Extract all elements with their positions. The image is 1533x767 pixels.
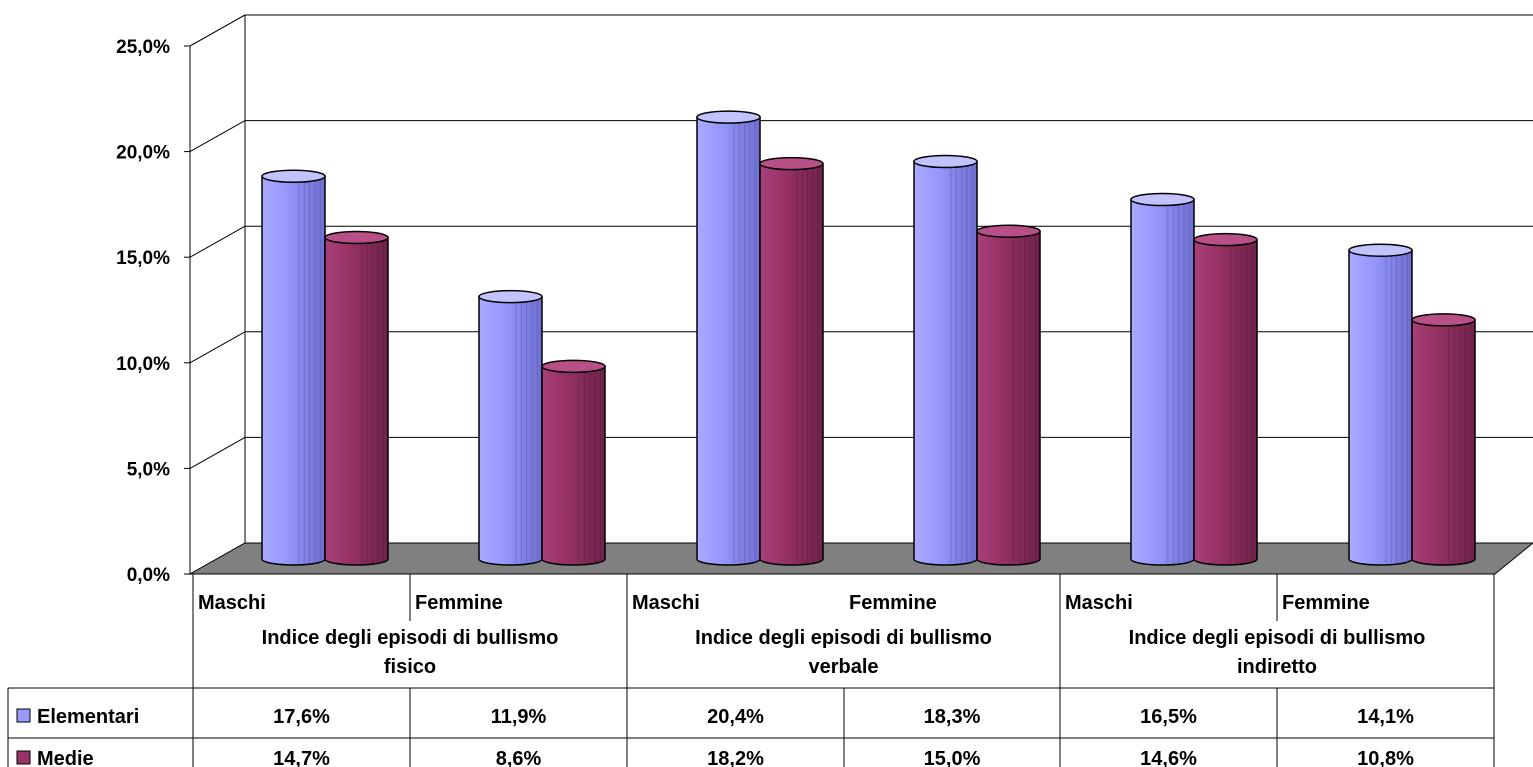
y-tick-label: 15,0% [116,248,170,269]
bar-medie-1 [541,359,606,566]
data-label: 11,9% [491,706,547,728]
y-tick-label: 20,0% [116,143,170,164]
bar-medie-4 [1193,232,1258,566]
data-label: 10,8% [1357,748,1414,767]
bar-medie-3 [976,224,1041,566]
data-table: Maschi Femmine Maschi Femmine Maschi Femmine I… [7,574,1495,767]
bar-elementari-0 [261,169,326,566]
x-tick-label: Femmine [849,592,937,614]
side-wall [189,14,246,575]
group-label: verbale [808,656,878,678]
bar-elementari-4 [1130,192,1195,566]
legend-label-elementari: Elementari [37,706,139,728]
bar-top [1193,232,1258,247]
data-label: 17,6% [273,706,330,728]
data-label: 18,3% [924,706,981,728]
bar-top [913,154,978,169]
bar-top [759,156,824,171]
bar-top [541,359,606,374]
gridline-side [189,436,246,469]
y-axis-ticks: 0,0% 5,0% 10,0% 15,0% 20,0% 25,0% [116,37,191,586]
legend-marker-medie [16,750,31,765]
data-label: 8,6% [496,748,542,767]
group-label: Indice degli episodi di bullismo [262,627,559,649]
group-label: Indice degli episodi di bullismo [1129,627,1426,649]
x-tick-label: Maschi [198,592,266,614]
bar-body [541,365,606,566]
y-tick-label: 25,0% [116,37,170,58]
bar-body [1130,198,1195,566]
bar-body [324,236,389,566]
bar-medie-5 [1411,313,1476,566]
bar-elementari-2 [696,110,761,566]
group-label: indiretto [1237,656,1317,678]
bar-body [1348,249,1413,566]
gridline-side [189,331,246,364]
bar-top [1130,192,1195,207]
bar-top [261,169,326,184]
x-tick-label: Femmine [415,592,503,614]
bar-body [696,116,761,566]
bar-body [976,230,1041,566]
bar-body [913,160,978,566]
bar-medie-0 [324,230,389,566]
data-label: 18,2% [707,748,764,767]
bar-top [1348,243,1413,257]
group-label: Indice degli episodi di bullismo [695,627,992,649]
data-label: 15,0% [924,748,981,767]
bar-top [696,110,761,124]
x-tick-label: Maschi [1065,592,1133,614]
x-tick-label: Maschi [632,592,700,614]
bar-top [976,224,1041,238]
data-label: 14,1% [1357,706,1414,728]
gridline-side [189,225,246,258]
legend-label-medie: Medie [37,748,94,767]
data-label: 16,5% [1140,706,1197,728]
bar-medie-2 [759,156,824,566]
bar-body [759,162,824,566]
gridline-side [189,14,246,47]
bar-elementari-5 [1348,243,1413,566]
bar-elementari-3 [913,154,978,566]
bar-body [478,295,543,566]
bar-elementari-1 [478,289,543,566]
chart-floor [188,542,1533,575]
bar-body [1411,319,1476,566]
bars [261,110,1476,566]
x-tick-label: Femmine [1282,592,1370,614]
bar-top [478,289,543,304]
bar-body [1193,238,1258,566]
y-tick-label: 0,0% [127,565,170,586]
bar-top [1411,313,1476,327]
y-tick-label: 10,0% [116,354,170,375]
data-label: 14,6% [1140,748,1197,767]
bar-top [324,230,389,245]
data-label: 14,7% [273,748,330,767]
bar-body [261,175,326,566]
y-tick-label: 5,0% [127,459,170,480]
chart-walls [188,14,1533,575]
data-label: 20,4% [707,706,764,728]
legend-marker-elementari [16,708,31,723]
gridlines [189,14,1533,469]
gridline-side [189,120,246,153]
group-label: fisico [384,656,436,678]
